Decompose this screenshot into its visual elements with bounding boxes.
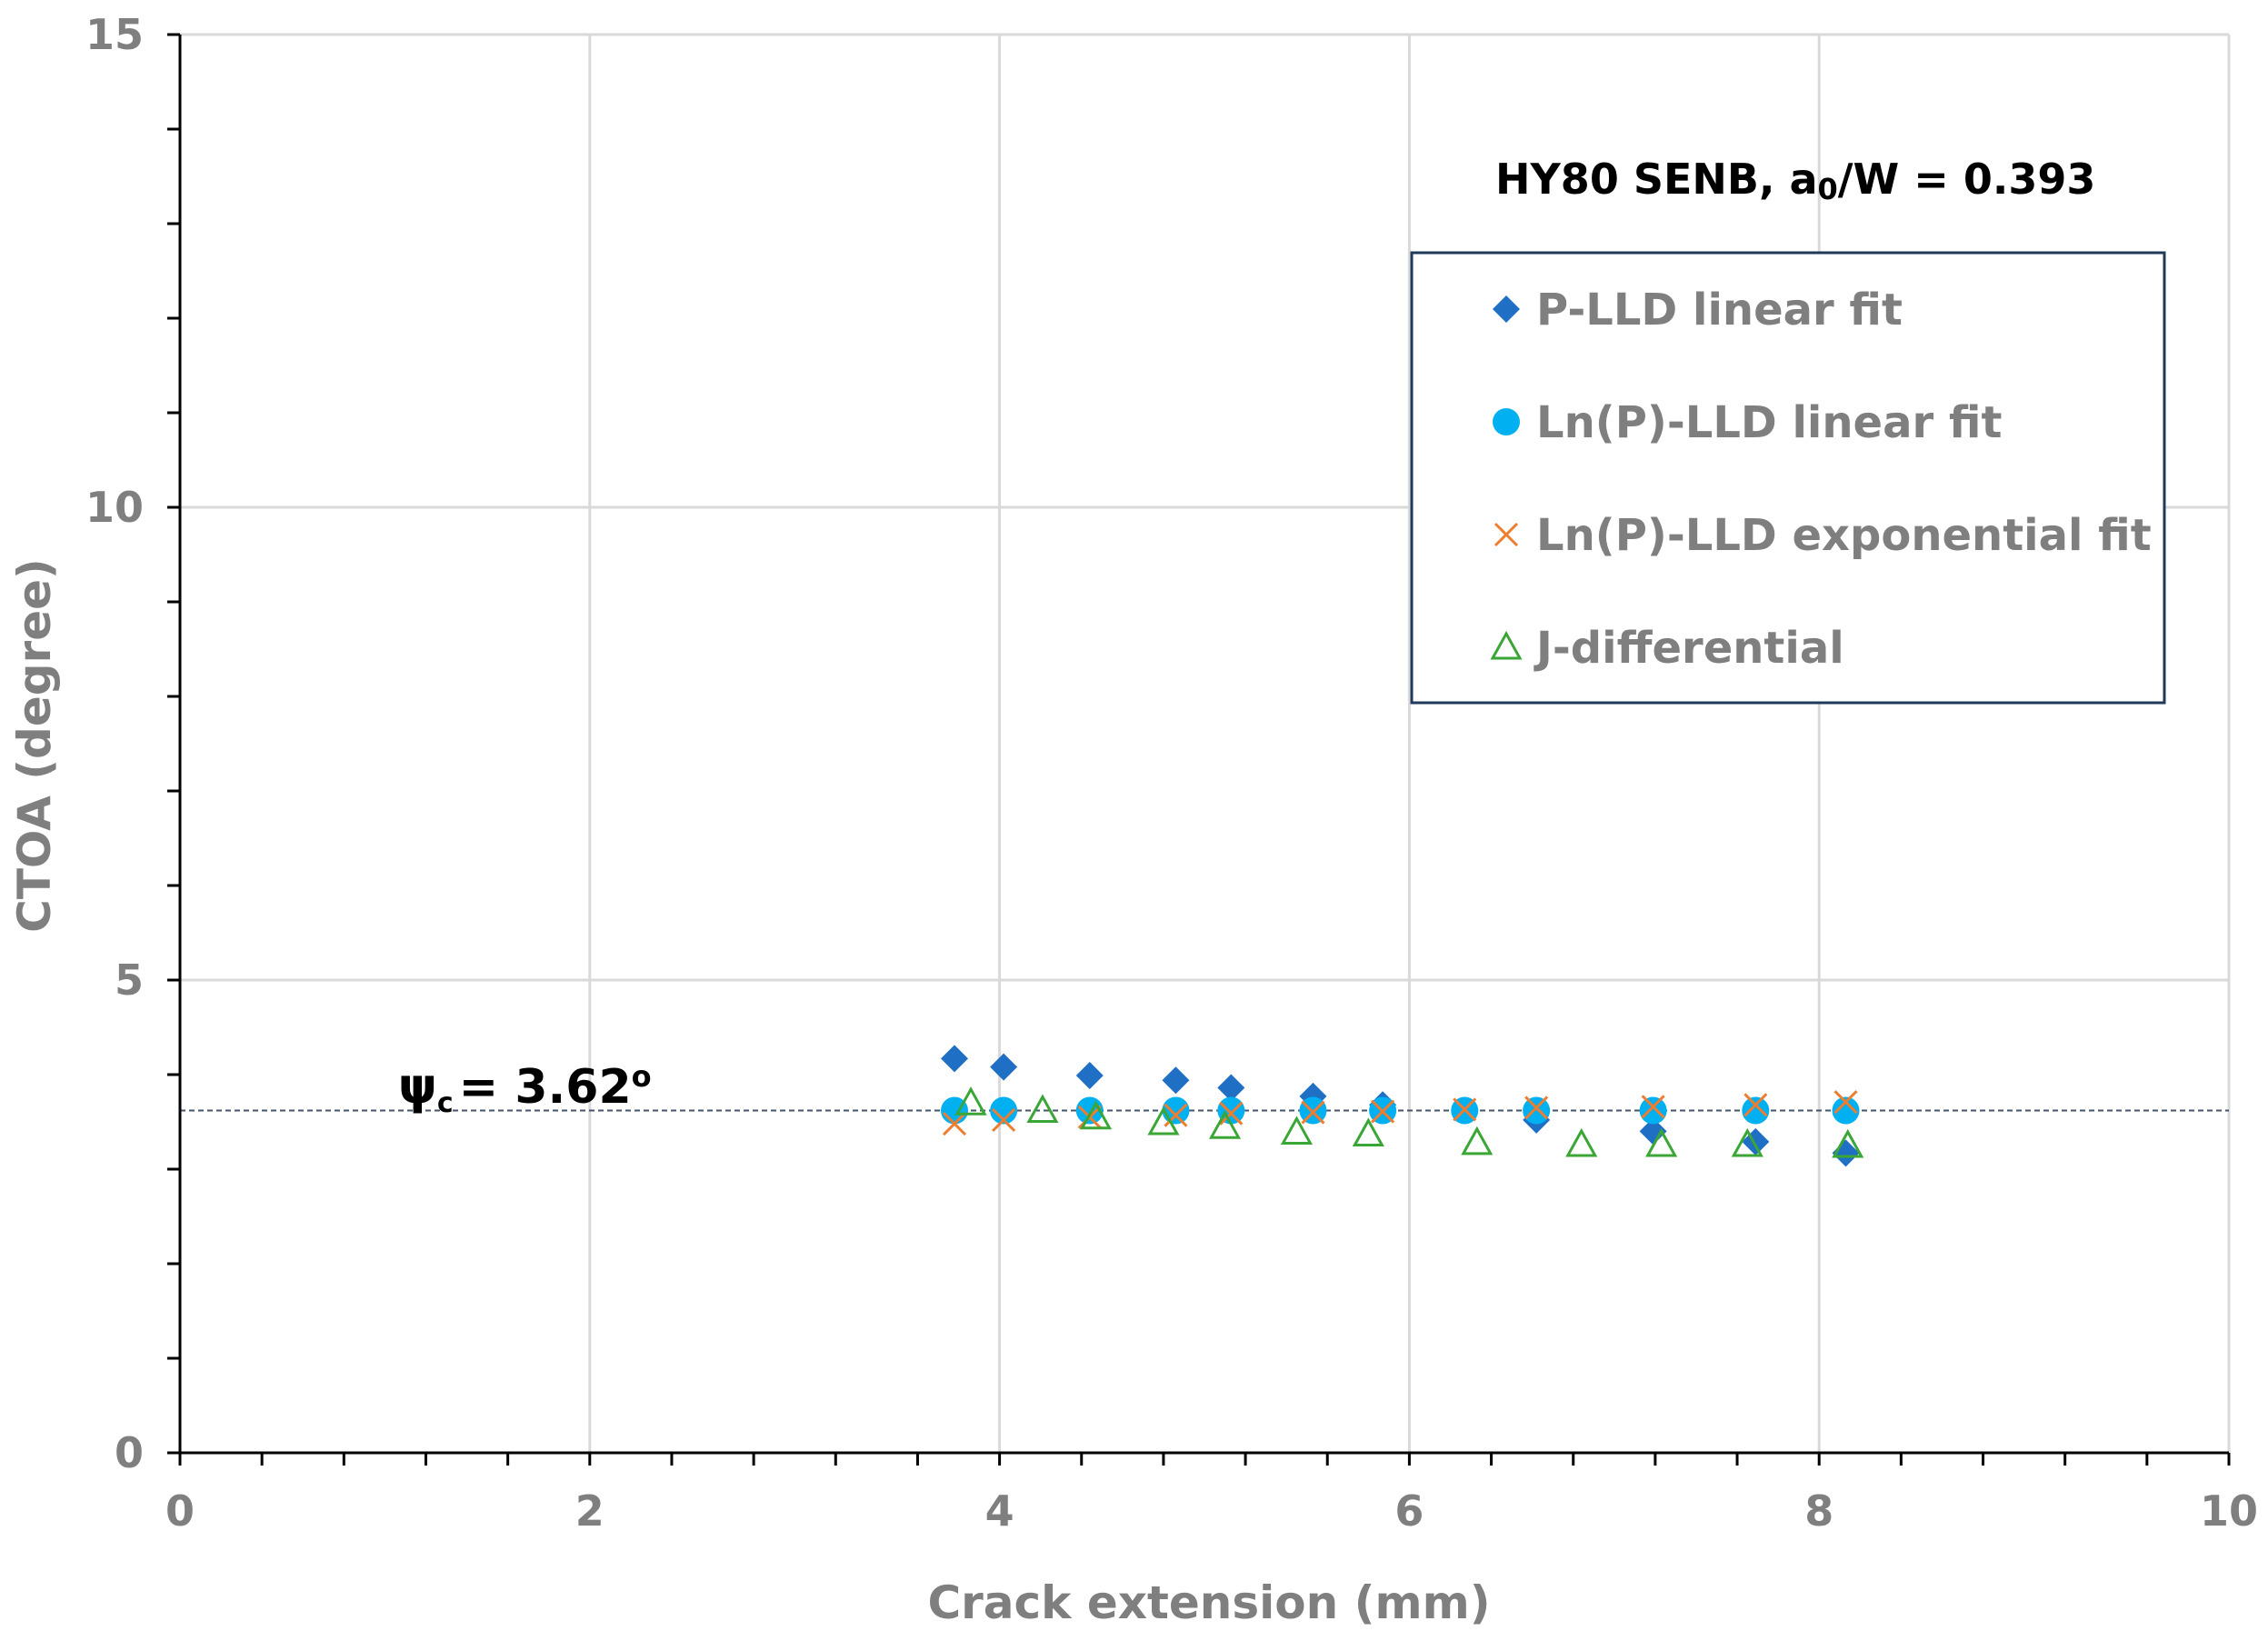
x-marker-stroke bbox=[992, 1107, 1016, 1132]
data-point-x bbox=[1524, 1096, 1549, 1120]
x-tick-label: 10 bbox=[2200, 1486, 2258, 1536]
data-point-x bbox=[942, 1112, 967, 1136]
x-tick-label: 4 bbox=[985, 1486, 1014, 1536]
data-point-triangle bbox=[1208, 1110, 1242, 1139]
data-point-x bbox=[1371, 1099, 1395, 1124]
data-point-x bbox=[992, 1107, 1016, 1132]
tick-labels: 0 2 4 6 8 10 0 5 10 15 bbox=[85, 10, 2258, 1536]
data-point-triangle bbox=[1832, 1128, 1864, 1158]
data-point-diamond bbox=[941, 1045, 969, 1073]
x-marker-stroke bbox=[1219, 1101, 1244, 1126]
data-point-x bbox=[1641, 1095, 1665, 1119]
x-marker-stroke bbox=[1164, 1103, 1188, 1127]
legend-label: J-differential bbox=[1534, 623, 1844, 674]
data-point-circle bbox=[1162, 1096, 1190, 1125]
legend-marker-diamond bbox=[1493, 295, 1520, 323]
x-marker-stroke bbox=[1524, 1096, 1549, 1120]
psi-c-annotation: ψc = 3.62o bbox=[398, 1057, 652, 1119]
legend-marker-x bbox=[1494, 522, 1519, 547]
series-x bbox=[942, 1090, 1858, 1136]
data-points bbox=[941, 1045, 1864, 1167]
legend-label: Ln(P)-LLD exponential fit bbox=[1536, 510, 2152, 561]
x-marker-stroke bbox=[1453, 1097, 1477, 1122]
psi-degree-superscript: o bbox=[632, 1059, 652, 1094]
legend-label: Ln(P)-LLD linear fit bbox=[1536, 397, 2002, 448]
x-tick-label: 0 bbox=[165, 1486, 195, 1536]
legend-box bbox=[1410, 251, 2166, 705]
data-point-circle bbox=[1217, 1096, 1245, 1125]
legend-label: P-LLD linear fit bbox=[1536, 285, 1903, 335]
data-point-x bbox=[1219, 1101, 1244, 1126]
data-point-diamond bbox=[1217, 1074, 1245, 1102]
data-point-circle bbox=[1832, 1096, 1860, 1125]
y-tick-label: 0 bbox=[115, 1428, 144, 1477]
data-point-triangle bbox=[1079, 1100, 1113, 1130]
data-point-triangle bbox=[954, 1086, 987, 1116]
chart-title-prefix: HY80 SENB, a bbox=[1495, 155, 1817, 204]
x-tick-label: 8 bbox=[1804, 1486, 1833, 1536]
y-tick-label: 5 bbox=[115, 956, 144, 1005]
grid-lines bbox=[180, 33, 2231, 1453]
psi-symbol: ψ bbox=[398, 1057, 437, 1115]
data-point-x bbox=[1453, 1097, 1477, 1122]
data-point-diamond bbox=[1075, 1062, 1104, 1090]
data-point-triangle bbox=[1565, 1127, 1598, 1157]
x-tick-label: 2 bbox=[575, 1486, 604, 1536]
chart-title: HY80 SENB, a0/W = 0.393 bbox=[1495, 155, 2095, 206]
legend-marker-triangle bbox=[1490, 630, 1523, 660]
psi-subscript: c bbox=[437, 1087, 454, 1119]
x-marker-stroke bbox=[1833, 1090, 1858, 1115]
data-point-circle bbox=[1742, 1096, 1770, 1125]
data-point-triangle bbox=[1645, 1127, 1678, 1157]
legend-marker-circle bbox=[1493, 408, 1520, 435]
x-marker-stroke bbox=[942, 1112, 967, 1136]
axes bbox=[167, 33, 2231, 1466]
y-tick-label: 15 bbox=[85, 10, 144, 59]
data-point-triangle bbox=[1461, 1126, 1494, 1156]
x-marker-stroke bbox=[1301, 1100, 1325, 1125]
psi-value: = 3.62 bbox=[459, 1060, 632, 1115]
chart-title-suffix: /W = 0.393 bbox=[1838, 155, 2096, 204]
data-point-x bbox=[1743, 1093, 1768, 1117]
data-point-triangle bbox=[1147, 1106, 1180, 1136]
x-tick-label: 6 bbox=[1394, 1486, 1424, 1536]
series-triangle bbox=[954, 1086, 1864, 1158]
y-axis-label: CTOA (degree) bbox=[8, 558, 61, 933]
data-point-diamond bbox=[990, 1053, 1018, 1081]
data-point-triangle bbox=[1352, 1117, 1384, 1147]
data-point-triangle bbox=[1731, 1127, 1763, 1157]
legend: P-LLD linear fit Ln(P)-LLD linear fit Ln(P… bbox=[1490, 285, 2152, 674]
data-point-circle bbox=[1639, 1096, 1667, 1125]
data-point-triangle bbox=[1280, 1116, 1313, 1145]
y-tick-label: 10 bbox=[85, 483, 144, 532]
x-marker-stroke bbox=[1743, 1093, 1768, 1117]
data-point-circle bbox=[1523, 1096, 1551, 1125]
data-point-diamond bbox=[1639, 1117, 1667, 1146]
data-point-x bbox=[1301, 1100, 1325, 1125]
data-point-circle bbox=[990, 1096, 1018, 1125]
data-point-triangle bbox=[1026, 1094, 1059, 1124]
data-point-x bbox=[1833, 1090, 1858, 1115]
data-point-x bbox=[1164, 1103, 1188, 1127]
x-marker-stroke bbox=[1494, 522, 1519, 547]
data-point-diamond bbox=[1162, 1066, 1190, 1095]
x-marker-stroke bbox=[1641, 1095, 1665, 1119]
x-marker-stroke bbox=[1371, 1099, 1395, 1124]
x-axis-label: Crack extension (mm) bbox=[927, 1576, 1490, 1629]
chart-title-subscript: 0 bbox=[1817, 172, 1837, 206]
